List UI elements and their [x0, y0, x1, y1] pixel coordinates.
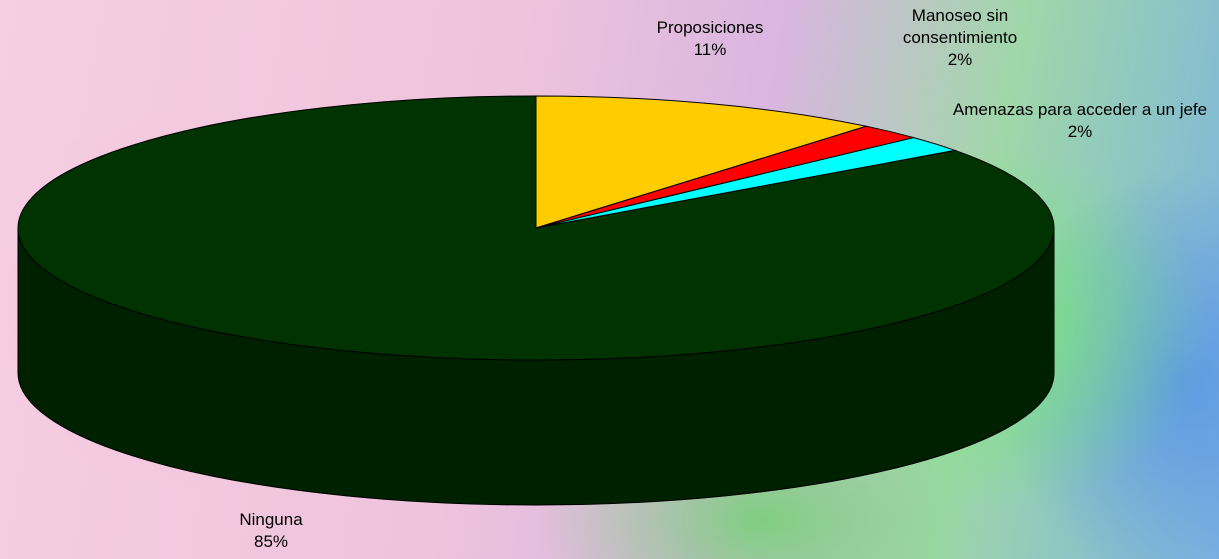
data-label: Manoseo sin consentimiento 2%	[880, 5, 1040, 71]
value-label: 11%	[694, 40, 727, 59]
data-label: Proposiciones 11%	[630, 17, 790, 61]
value-label: 2%	[948, 50, 973, 69]
category-label: Ninguna	[239, 510, 302, 529]
page: {"chart_data": {"type": "pie3d", "catego…	[0, 0, 1219, 559]
chart	[0, 0, 1219, 559]
data-label: Ninguna 85%	[191, 509, 351, 553]
value-label: 2%	[1068, 122, 1093, 141]
category-label: Manoseo sin consentimiento	[903, 6, 1017, 47]
category-label: Amenazas para acceder a un jefe	[953, 100, 1207, 119]
value-label: 85%	[254, 532, 288, 551]
category-label: Proposiciones	[657, 18, 764, 37]
data-label: Amenazas para acceder a un jefe 2%	[940, 99, 1219, 143]
